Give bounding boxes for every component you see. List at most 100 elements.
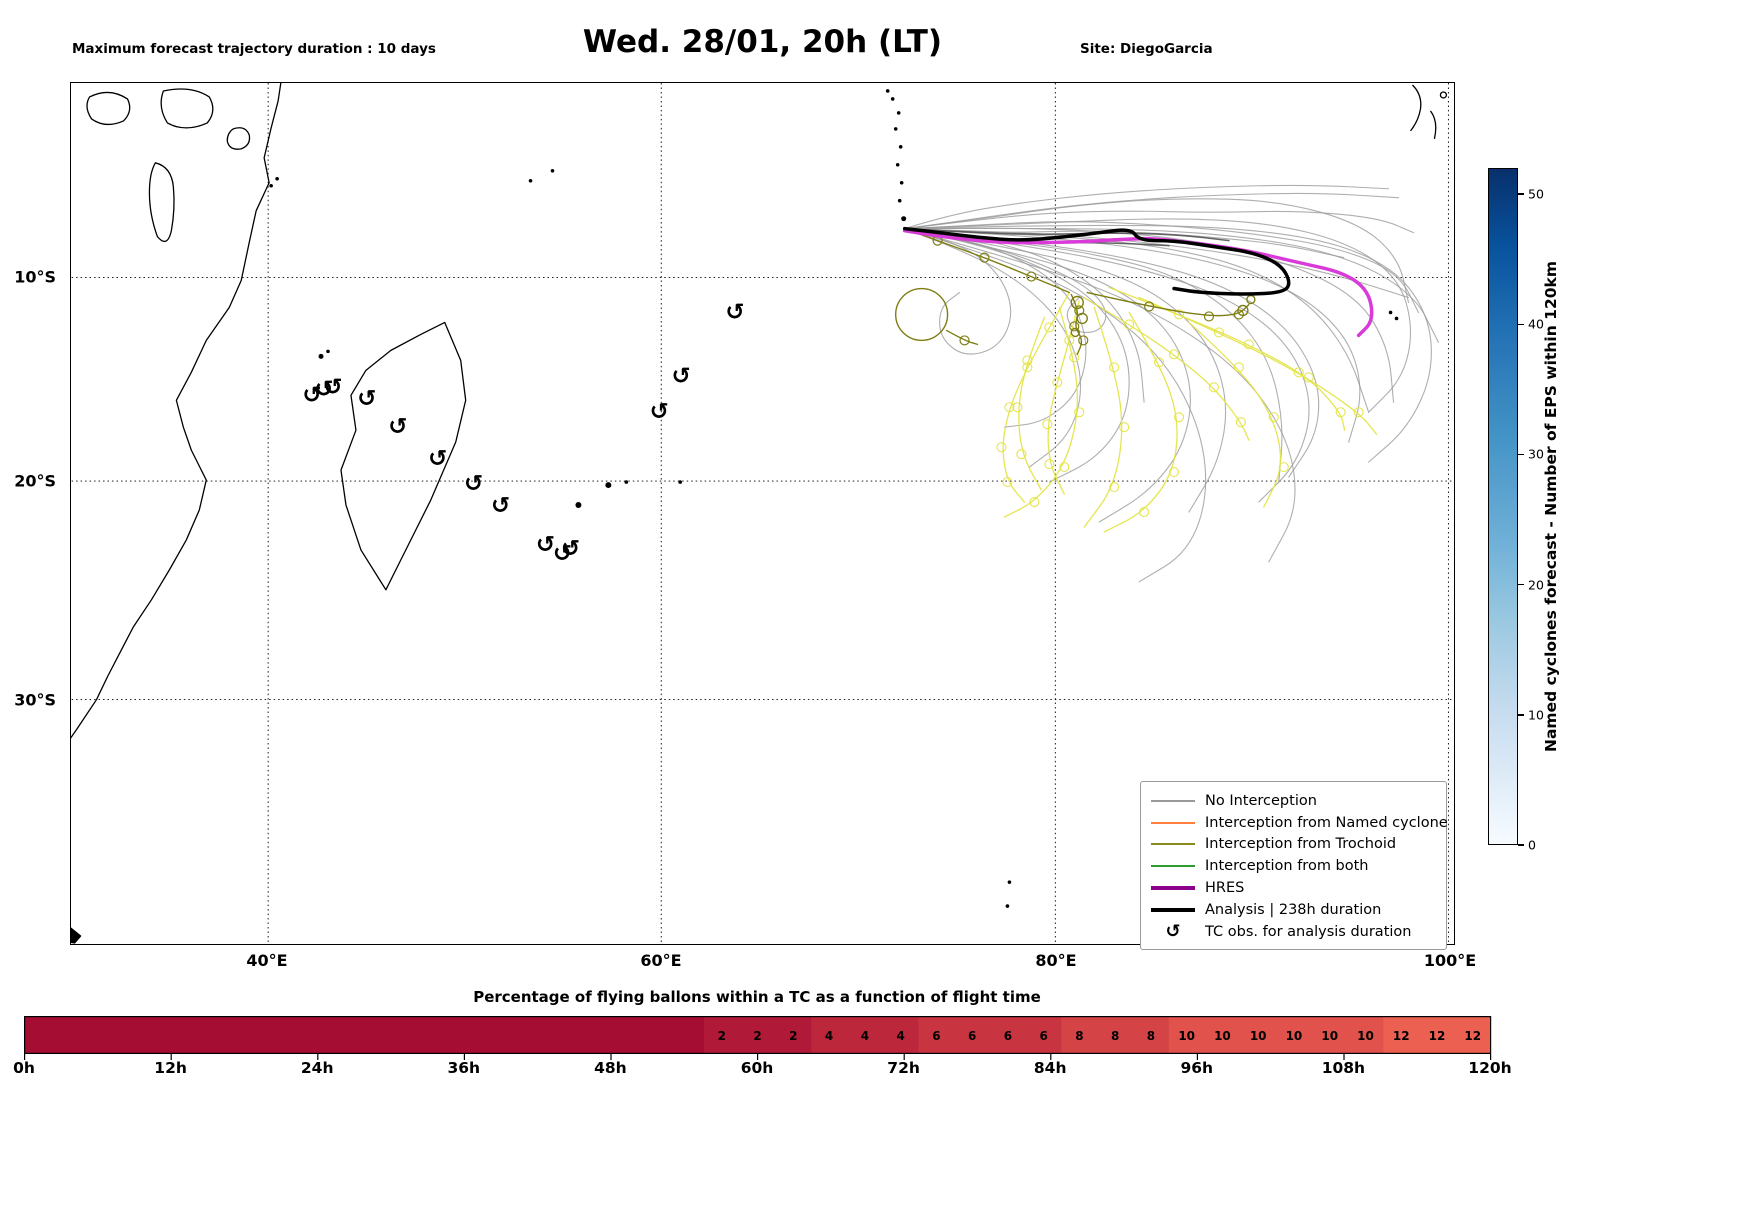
island-dot	[624, 480, 629, 484]
bar-segment	[167, 1016, 204, 1054]
trochoid-loop	[1119, 422, 1130, 433]
colorbar-tick	[1518, 193, 1524, 195]
trajectory-no-interception	[904, 228, 1283, 483]
trochoid-loop	[1335, 407, 1346, 418]
bottom-bar-title: Percentage of flying ballons within a TC…	[473, 988, 1041, 1006]
colorbar-tick	[1518, 453, 1524, 456]
island-dot	[528, 178, 533, 183]
trajectory-loop-trochoid-olive	[894, 287, 949, 342]
legend-item: ↺ TC obs. for analysis duration	[1149, 921, 1436, 943]
bar-segment	[1276, 1016, 1313, 1054]
trochoid-loop	[959, 335, 970, 346]
bar-border	[24, 1016, 1492, 1054]
trajectory-no-interception	[904, 228, 1107, 333]
island-dot	[550, 169, 555, 173]
trajectory-analysis	[902, 226, 1291, 296]
island-dot	[895, 163, 900, 167]
bar-segment-value: 12	[1464, 1029, 1481, 1043]
colorbar-tick	[1518, 323, 1524, 325]
legend-line	[1151, 799, 1195, 802]
legend-line	[1151, 821, 1195, 824]
colorbar-tick-label: 50	[1528, 186, 1544, 202]
island-dot	[605, 482, 612, 489]
bar-segment	[632, 1016, 669, 1054]
island-dot	[885, 89, 890, 93]
param-line-duration: Maximum forecast trajectory duration : 1…	[72, 40, 436, 57]
bar-segment-value: 10	[1250, 1029, 1267, 1043]
trajectory-no-interception	[904, 227, 1439, 343]
trajectory-no-interception	[904, 192, 1400, 230]
trajectory-trochoid-yellow	[1083, 296, 1250, 441]
island-dot	[901, 216, 907, 222]
legend-label: No Interception	[1205, 792, 1317, 809]
coastlines	[71, 83, 1448, 944]
bar-segment	[1168, 1016, 1205, 1054]
tc-percentage-bar: 2 2 2 4 4 4 6 6 6 6 8 8 8 10 10 10 10 10 10 12 12 12	[24, 1016, 1492, 1060]
trochoid-loop	[1026, 271, 1037, 282]
figure-title: Wed. 28/01, 20h (LT)	[582, 24, 943, 60]
bar-tick-label: 48h	[594, 1059, 627, 1077]
trajectory-trochoid-yellow	[1003, 306, 1079, 518]
legend-label: Interception from Named cyclone	[1205, 814, 1448, 831]
legend-line-sample	[1149, 843, 1197, 846]
tc-observation-symbols: ↺↺↺↺↺↺ ↺↺↺↺↺↺↺↺	[302, 299, 744, 566]
tc-obs-legend-symbol: ↺	[1165, 921, 1181, 943]
tc-obs-symbol: ↺	[323, 374, 342, 400]
trochoid-loop	[1213, 327, 1224, 338]
bar-segment-value: 8	[1111, 1029, 1119, 1043]
island-dot	[1394, 316, 1399, 321]
y-tick-label: 10°S	[14, 267, 56, 287]
bar-segment	[274, 1016, 312, 1054]
island-dot	[897, 198, 902, 203]
bar-segment-value: 6	[968, 1029, 976, 1043]
trajectory-lines	[894, 184, 1439, 583]
trajectory-hres	[902, 228, 1374, 338]
trochoid-loop	[1173, 412, 1185, 423]
trajectory-no-interception	[904, 184, 1390, 230]
trajectory-no-interception	[904, 228, 1296, 563]
trochoid-loop	[1012, 402, 1023, 413]
tc-obs-symbol: ↺	[672, 363, 691, 389]
trochoid-loop	[996, 442, 1007, 453]
site-line: Site: DiegoGarcia	[1080, 40, 1213, 57]
trajectory-trochoid-olive	[903, 227, 1070, 294]
trochoid-loop	[1109, 482, 1120, 493]
bar-segment-value: 6	[932, 1029, 940, 1043]
bar-tick-label: 60h	[740, 1059, 774, 1077]
x-tick-label: 100°E	[1423, 951, 1477, 970]
trajectory-no-interception	[904, 228, 1227, 513]
island-dot	[899, 180, 904, 185]
bar-segment	[1133, 1016, 1170, 1054]
bar-segment	[775, 1016, 812, 1054]
island-dot	[575, 502, 582, 509]
grid-lines	[71, 83, 1454, 944]
legend-label: Interception from both	[1205, 858, 1369, 875]
trajectory-trochoid-yellow	[1138, 296, 1378, 435]
bar-segment-value: 10	[1214, 1029, 1231, 1043]
trajectory-no-interception	[904, 228, 1191, 523]
trochoid-loop	[1069, 321, 1080, 332]
legend-item: Interception from Trochoid	[1149, 834, 1436, 856]
bar-segment	[417, 1016, 455, 1054]
legend-line	[1151, 907, 1195, 912]
tc-obs-symbol: ↺	[725, 299, 744, 325]
trajectory-no-interception	[904, 221, 1420, 314]
island-coast-northeast	[1429, 110, 1437, 140]
bar-segment	[703, 1016, 741, 1054]
colorbar-label: Named cyclones forecast - Number of EPS …	[1542, 261, 1560, 752]
bar-tick-label: 96h	[1180, 1059, 1214, 1077]
bar-segment	[739, 1016, 776, 1054]
island-dots	[269, 89, 1399, 908]
x-tick-label: 60°E	[640, 951, 682, 970]
colorbar-tick	[1518, 584, 1524, 586]
tc-obs-symbol: ↺	[314, 376, 333, 402]
bar-segment	[131, 1016, 169, 1054]
bar-segment	[239, 1016, 276, 1054]
colorbar-tick	[1518, 844, 1524, 846]
trochoid-loop	[1203, 311, 1215, 322]
bar-tick-label: 108h	[1321, 1059, 1366, 1077]
legend-label: Analysis | 238h duration	[1205, 901, 1382, 918]
trochoid-loop	[1044, 459, 1055, 470]
bar-segment	[1061, 1016, 1098, 1054]
bar-segment-value: 4	[896, 1029, 904, 1043]
